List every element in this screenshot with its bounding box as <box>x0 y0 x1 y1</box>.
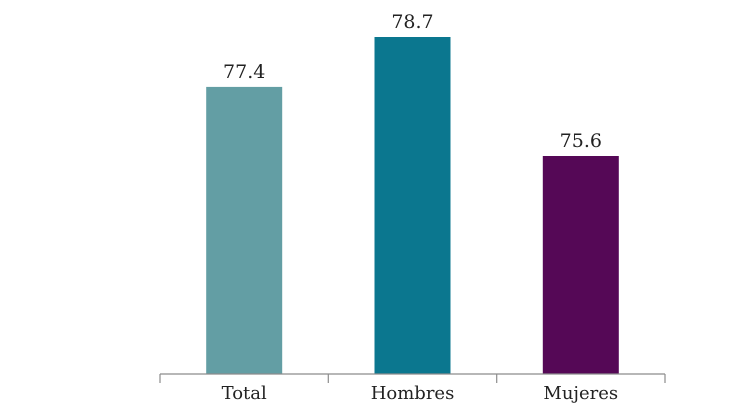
bars-group <box>206 37 619 375</box>
bar-total <box>206 86 283 375</box>
x-axis-ticks-group <box>159 374 666 383</box>
data-label-mujeres: 75.6 <box>560 130 602 152</box>
x-tick-label-mujeres: Mujeres <box>543 383 618 404</box>
data-labels-group: 77.4 78.7 75.6 <box>223 11 602 152</box>
bar-hombres <box>374 37 451 374</box>
x-tick-label-hombres: Hombres <box>371 383 455 404</box>
data-label-hombres: 78.7 <box>391 11 433 33</box>
data-label-total: 77.4 <box>223 61 265 83</box>
x-tick-labels-group: Total Hombres Mujeres <box>222 383 619 404</box>
bar-mujeres <box>542 156 619 374</box>
x-tick-label-total: Total <box>222 383 267 404</box>
